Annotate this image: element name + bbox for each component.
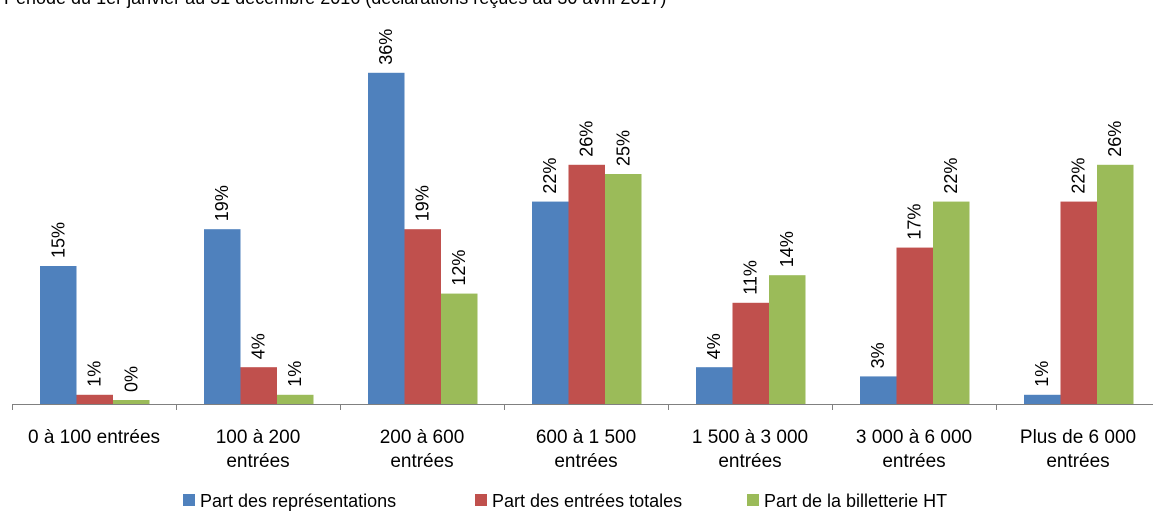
bar <box>441 293 478 404</box>
x-tick-label: 200 à 600 entrées <box>380 427 465 472</box>
data-label: 4% <box>249 333 269 359</box>
x-tick-label: 3 000 à 6 000 entrées <box>856 427 972 472</box>
data-label: 26% <box>577 121 597 157</box>
legend-swatch <box>747 494 759 506</box>
x-tick-label: 100 à 200 entrées <box>216 427 301 472</box>
bar <box>240 367 277 404</box>
data-label: 4% <box>704 333 724 359</box>
bar <box>404 229 441 404</box>
data-label: 26% <box>1105 121 1125 157</box>
data-label: 14% <box>777 231 797 267</box>
bar <box>1024 394 1061 404</box>
data-label: 22% <box>941 158 961 194</box>
x-tick-label: Plus de 6 000 entrées <box>1020 427 1136 472</box>
data-label: 25% <box>613 130 633 166</box>
data-label: 15% <box>48 222 68 258</box>
bar <box>696 367 733 404</box>
bar <box>204 229 241 404</box>
bar <box>732 302 769 404</box>
data-label: 12% <box>449 250 469 286</box>
bar <box>860 376 897 404</box>
data-label: 11% <box>741 260 761 295</box>
legend-label: Part des entrées totales <box>492 491 682 511</box>
legend-swatch <box>183 494 195 506</box>
bar <box>113 400 150 404</box>
bar <box>568 164 605 404</box>
legend-swatch <box>475 494 487 506</box>
chart-title: Période du 1er janvier au 31 décembre 20… <box>0 0 1153 10</box>
bar <box>1060 201 1097 404</box>
data-label: 19% <box>413 185 433 221</box>
bar <box>1097 164 1134 404</box>
x-tick-label: 600 à 1 500 entrées <box>536 427 636 472</box>
legend-label: Part de la billetterie HT <box>764 491 947 511</box>
bar <box>368 72 405 405</box>
data-label: 3% <box>868 342 888 368</box>
bar <box>769 275 806 404</box>
bar <box>277 394 314 404</box>
data-label: 36% <box>376 29 396 65</box>
data-label: 1% <box>1032 361 1052 387</box>
bar <box>532 201 569 404</box>
legend-label: Part des représentations <box>200 491 396 511</box>
bar <box>40 266 77 404</box>
bar <box>605 174 642 404</box>
x-tick-label: 0 à 100 entrées <box>28 427 160 448</box>
data-label: 1% <box>285 361 305 387</box>
data-label: 17% <box>905 204 925 240</box>
legend-item: Part de la billetterie HT <box>747 491 947 511</box>
bar <box>896 247 933 404</box>
x-tick-label: 1 500 à 3 000 entrées <box>692 427 808 472</box>
legend-item: Part des représentations <box>183 491 396 511</box>
data-label: 1% <box>85 361 105 387</box>
data-label: 0% <box>121 366 141 392</box>
data-label: 22% <box>540 158 560 194</box>
data-label: 22% <box>1069 158 1089 194</box>
bar <box>76 394 113 404</box>
bar <box>933 201 970 404</box>
legend-item: Part des entrées totales <box>475 491 682 511</box>
data-label: 19% <box>212 185 232 221</box>
